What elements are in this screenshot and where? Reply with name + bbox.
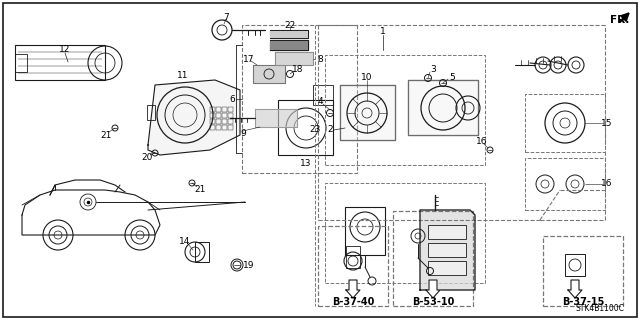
Bar: [228, 113, 233, 118]
Bar: [216, 107, 221, 112]
Text: 21: 21: [195, 186, 205, 195]
Polygon shape: [420, 210, 475, 290]
Bar: [255, 109, 297, 127]
Bar: [195, 242, 209, 262]
Bar: [408, 80, 478, 135]
Text: 4: 4: [317, 98, 323, 107]
Text: 9: 9: [240, 129, 246, 138]
Polygon shape: [346, 280, 360, 298]
Bar: [393, 211, 473, 306]
Bar: [275, 52, 313, 65]
Text: 15: 15: [601, 118, 612, 127]
Bar: [313, 85, 333, 105]
Bar: [210, 107, 215, 112]
Text: 13: 13: [300, 158, 312, 167]
Bar: [216, 113, 221, 118]
Text: B-37-40: B-37-40: [332, 297, 374, 307]
Text: B-37-15: B-37-15: [562, 297, 604, 307]
Bar: [15, 54, 27, 72]
Polygon shape: [275, 52, 313, 65]
Text: 6: 6: [229, 94, 235, 103]
Bar: [325, 183, 485, 283]
Text: STK4B1100C: STK4B1100C: [575, 304, 624, 313]
Text: 8: 8: [317, 54, 323, 63]
Text: 5: 5: [449, 73, 455, 82]
Polygon shape: [340, 85, 395, 140]
Bar: [15, 45, 105, 80]
Bar: [346, 246, 360, 268]
Text: 11: 11: [177, 70, 189, 79]
Bar: [210, 113, 215, 118]
Bar: [565, 254, 585, 276]
Bar: [216, 125, 221, 130]
Bar: [242, 25, 357, 173]
Bar: [525, 158, 605, 210]
Text: 16: 16: [476, 138, 488, 147]
Bar: [222, 119, 227, 124]
Bar: [525, 94, 605, 152]
Text: B-53-10: B-53-10: [412, 297, 454, 307]
Bar: [210, 119, 215, 124]
Text: 14: 14: [179, 237, 191, 246]
Text: FR.: FR.: [610, 15, 629, 25]
Text: 7: 7: [223, 12, 229, 21]
Text: 20: 20: [141, 153, 153, 162]
Text: 23: 23: [309, 125, 321, 134]
Bar: [216, 119, 221, 124]
Bar: [147, 105, 155, 120]
Polygon shape: [148, 80, 240, 155]
Polygon shape: [255, 109, 297, 127]
Bar: [325, 55, 485, 165]
Bar: [222, 113, 227, 118]
Bar: [210, 125, 215, 130]
Bar: [222, 125, 227, 130]
Text: 16: 16: [601, 180, 612, 188]
Bar: [278, 100, 333, 155]
Text: 3: 3: [430, 66, 436, 75]
Bar: [228, 119, 233, 124]
Bar: [428, 243, 466, 257]
Polygon shape: [426, 280, 440, 298]
Polygon shape: [408, 80, 478, 135]
Polygon shape: [270, 30, 308, 38]
Polygon shape: [253, 65, 285, 83]
Bar: [345, 207, 385, 255]
Text: 18: 18: [292, 65, 304, 74]
Text: 22: 22: [284, 21, 296, 30]
Bar: [340, 85, 395, 140]
Text: 19: 19: [243, 260, 255, 269]
Bar: [228, 107, 233, 112]
Bar: [228, 125, 233, 130]
Text: 10: 10: [361, 74, 372, 83]
Polygon shape: [568, 280, 582, 298]
Bar: [428, 261, 466, 275]
Text: 12: 12: [60, 45, 70, 54]
Bar: [428, 225, 466, 239]
Polygon shape: [270, 40, 308, 50]
Text: 1: 1: [380, 28, 386, 36]
Bar: [318, 226, 388, 306]
Text: 21: 21: [100, 131, 112, 140]
Text: 2: 2: [327, 125, 333, 134]
Bar: [222, 107, 227, 112]
Text: 17: 17: [243, 54, 255, 63]
Bar: [543, 236, 623, 306]
Bar: [253, 65, 285, 83]
